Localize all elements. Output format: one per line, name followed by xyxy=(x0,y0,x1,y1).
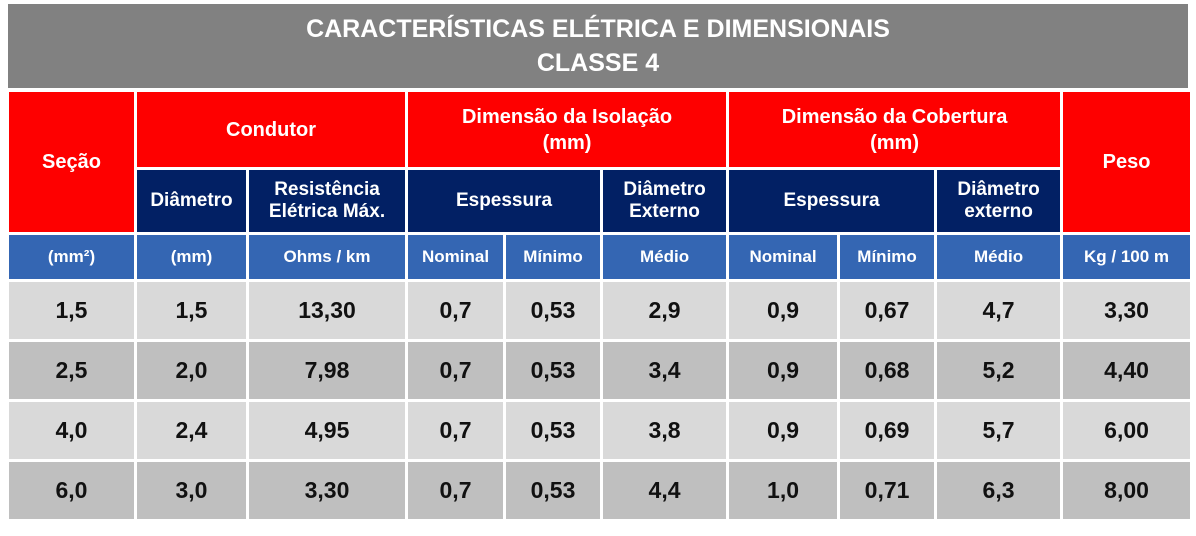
table-cell: 5,2 xyxy=(937,342,1061,399)
header-espessura-cobertura: Espessura xyxy=(729,170,935,232)
header-diametro-externo-isolacao: Diâmetro Externo xyxy=(603,170,727,232)
table-cell: 6,0 xyxy=(9,462,134,519)
header-diametro-externo-isolacao-line-1: Diâmetro xyxy=(623,179,706,200)
header-resistencia: Resistência Elétrica Máx. xyxy=(249,170,406,232)
unit-cell: Médio xyxy=(603,235,727,279)
table-cell: 6,00 xyxy=(1063,402,1191,459)
table-cell: 4,95 xyxy=(249,402,406,459)
table-cell: 3,30 xyxy=(1063,282,1191,339)
header-diametro-externo-isolacao-line-2: Externo xyxy=(629,201,700,222)
table-cell: 0,7 xyxy=(408,282,504,339)
table-cell: 0,7 xyxy=(408,462,504,519)
table-cell: 0,71 xyxy=(840,462,935,519)
table-cell: 0,68 xyxy=(840,342,935,399)
table-row: 6,0 3,0 3,30 0,7 0,53 4,4 1,0 0,71 6,3 8… xyxy=(9,462,1191,519)
table-row: 4,0 2,4 4,95 0,7 0,53 3,8 0,9 0,69 5,7 6… xyxy=(9,402,1191,459)
unit-cell: (mm²) xyxy=(9,235,134,279)
table-cell: 0,7 xyxy=(408,402,504,459)
table-cell: 0,67 xyxy=(840,282,935,339)
table-cell: 1,0 xyxy=(729,462,838,519)
table-row: 2,5 2,0 7,98 0,7 0,53 3,4 0,9 0,68 5,2 4… xyxy=(9,342,1191,399)
table-cell: 0,9 xyxy=(729,342,838,399)
header-secao: Seção xyxy=(9,92,134,232)
header-isolacao-line-1: Dimensão da Isolação xyxy=(461,105,673,128)
unit-cell: Ohms / km xyxy=(249,235,406,279)
table-cell: 5,7 xyxy=(937,402,1061,459)
table-cell: 0,9 xyxy=(729,402,838,459)
table-cell: 2,9 xyxy=(603,282,727,339)
table-cell: 3,4 xyxy=(603,342,727,399)
table-cell: 1,5 xyxy=(137,282,246,339)
header-espessura-isolacao: Espessura xyxy=(408,170,601,232)
table-cell: 0,53 xyxy=(506,402,601,459)
table-cell: 1,5 xyxy=(9,282,134,339)
header-diametro-externo-cobertura-line-1: Diâmetro xyxy=(957,179,1040,200)
unit-cell: Nominal xyxy=(729,235,838,279)
unit-cell: Nominal xyxy=(408,235,504,279)
table-cell: 13,30 xyxy=(249,282,406,339)
table-cell: 4,7 xyxy=(937,282,1061,339)
table-cell: 3,8 xyxy=(603,402,727,459)
table-cell: 4,0 xyxy=(9,402,134,459)
title-line-1: CARACTERÍSTICAS ELÉTRICA E DIMENSIONAIS xyxy=(306,15,890,43)
table-cell: 0,9 xyxy=(729,282,838,339)
header-row-1: Seção Condutor Dimensão da Isolação (mm)… xyxy=(9,92,1191,232)
table-cell: 4,40 xyxy=(1063,342,1191,399)
header-isolacao: Dimensão da Isolação (mm) xyxy=(408,92,727,167)
units-row: (mm²) (mm) Ohms / km Nominal Mínimo Médi… xyxy=(9,235,1191,279)
header-resistencia-line-1: Resistência xyxy=(274,179,380,200)
table-cell: 2,0 xyxy=(137,342,246,399)
unit-cell: Kg / 100 m xyxy=(1063,235,1191,279)
table-cell: 7,98 xyxy=(249,342,406,399)
table-cell: 0,53 xyxy=(506,342,601,399)
title-line-2: CLASSE 4 xyxy=(536,49,660,77)
header-isolacao-line-2: (mm) xyxy=(542,131,592,154)
header-resistencia-line-2: Elétrica Máx. xyxy=(268,201,386,222)
table-cell: 0,7 xyxy=(408,342,504,399)
unit-cell: (mm) xyxy=(137,235,246,279)
table-cell: 6,3 xyxy=(937,462,1061,519)
spec-table: Seção Condutor Dimensão da Isolação (mm)… xyxy=(6,89,1193,522)
header-diametro: Diâmetro xyxy=(137,170,246,232)
header-condutor: Condutor xyxy=(137,92,406,167)
header-row-2: Diâmetro Resistência Elétrica Máx. Espes… xyxy=(9,170,1190,232)
table-cell: 0,53 xyxy=(506,462,601,519)
unit-cell: Médio xyxy=(937,235,1061,279)
header-cobertura: Dimensão da Cobertura (mm) xyxy=(729,92,1061,167)
unit-cell: Mínimo xyxy=(840,235,935,279)
header-cobertura-line-2: (mm) xyxy=(870,131,919,154)
header-diametro-externo-cobertura-line-2: externo xyxy=(964,201,1033,222)
table-cell: 0,53 xyxy=(506,282,601,339)
unit-cell: Mínimo xyxy=(506,235,601,279)
table-cell: 2,5 xyxy=(9,342,134,399)
table-row: 1,5 1,5 13,30 0,7 0,53 2,9 0,9 0,67 4,7 … xyxy=(9,282,1191,339)
header-peso: Peso xyxy=(1063,92,1191,232)
header-cobertura-line-1: Dimensão da Cobertura xyxy=(781,105,1008,128)
table-cell: 8,00 xyxy=(1063,462,1191,519)
table-cell: 3,0 xyxy=(137,462,246,519)
table-cell: 4,4 xyxy=(603,462,727,519)
table-cell: 0,69 xyxy=(840,402,935,459)
table-title: CARACTERÍSTICAS ELÉTRICA E DIMENSIONAIS … xyxy=(8,4,1188,88)
header-diametro-externo-cobertura: Diâmetro externo xyxy=(937,170,1061,232)
table-cell: 2,4 xyxy=(137,402,246,459)
table-cell: 3,30 xyxy=(249,462,406,519)
